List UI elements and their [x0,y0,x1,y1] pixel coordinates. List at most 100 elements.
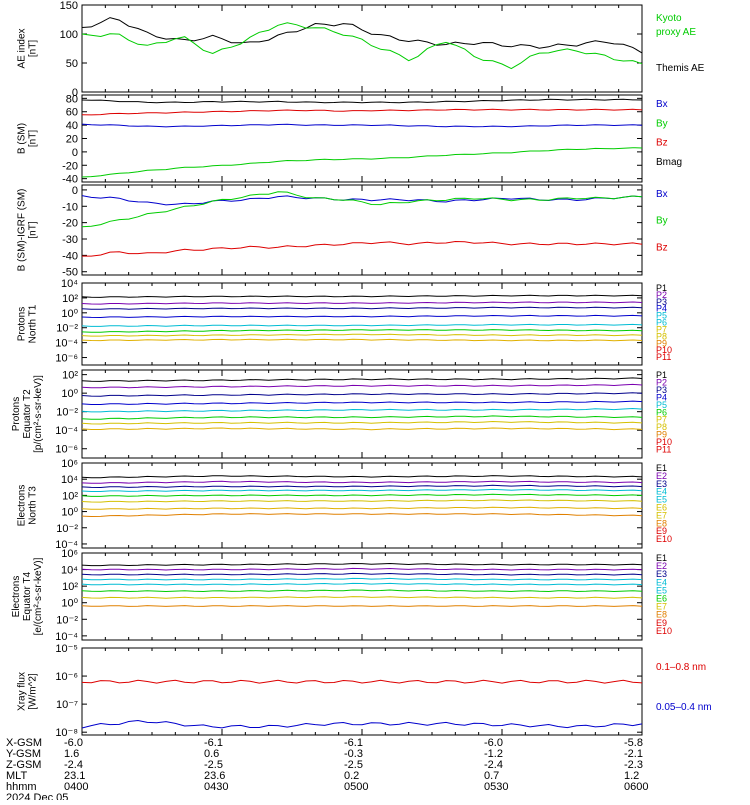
y-tick-label: 10⁻² [56,523,78,535]
y-axis-label: AE index [17,28,28,68]
series-line-Bx [81,123,643,128]
legend-entry: P3 [656,385,667,395]
panel-frame [81,369,643,459]
y-tick-label: 50 [66,58,78,70]
panel-ee: 10⁶ 10⁴ 10² 10⁰ 10⁻² 10⁻⁴ Electrons Equator T4[… [11,548,672,643]
legend-entry: P5 [656,400,667,410]
y-tick-label: 10⁻⁴ [55,338,78,350]
y-tick-label: 40 [66,120,78,132]
y-tick-label: 10⁻⁴ [55,631,78,643]
footer-value: -2.4 [484,759,503,771]
legend-entry: P4 [656,304,667,314]
legend-entry: P1 [656,283,667,293]
series-line-E8 [81,513,643,518]
y-axis-label: Xray flux [17,672,28,711]
legend-entry: P9 [656,430,667,440]
y-tick-label: 0 [72,185,78,197]
series-line-P1 [81,294,643,298]
footer-row-label: hhmm [6,781,37,793]
y-axis-label: [nT] [28,40,39,57]
footer-value: -5.8 [624,737,643,749]
series-line-E7 [81,506,643,510]
y-tick-label: 20 [66,134,78,146]
series-line-E4 [81,488,643,492]
y-tick-label: -20 [62,218,78,230]
y-tick-label: 150 [60,0,78,12]
legend-entry: Bx [656,189,668,200]
series-line-P6 [81,415,643,420]
series-line-E5 [81,493,643,497]
y-tick-label: -40 [62,250,78,262]
y-axis-label: Electrons [17,485,28,527]
y-axis-label: B (SM)-IGRF (SM) [17,189,28,272]
legend-entry: By [656,216,668,227]
y-tick-label: 10⁻² [56,407,78,419]
series-line-P6 [81,329,643,333]
panel-pe: 10² 10⁰ 10⁻² 10⁻⁴ 10⁻⁶ Protons Equator T2 [p/(c… [11,369,672,459]
legend-entry: P3 [656,297,667,307]
series-line-Kyoto-proxy-AE [81,22,643,70]
legend-entry: Bmag [656,157,682,168]
series-line-P8 [81,338,643,342]
footer-value: 0.6 [204,748,219,760]
series-line-E6 [81,589,643,593]
y-tick-label: 10⁴ [61,565,78,577]
footer-value: -0.3 [344,748,363,760]
y-tick-label: 10² [62,370,78,382]
series-line-P4 [81,400,643,405]
legend-entry: E5 [656,495,667,505]
legend-entry: E9 [656,618,667,628]
legend-entry: P6 [656,407,667,417]
footer-value: -1.2 [484,748,503,760]
footer-row-label: MLT [6,770,27,782]
legend-entry: P8 [656,422,667,432]
legend-entry: P9 [656,338,667,348]
footer-value: -2.4 [64,759,83,771]
legend-entry: E3 [656,479,667,489]
series-line-0-05-0-4-nm [81,719,643,729]
series-line-E1 [81,475,643,479]
y-tick-label: 10⁰ [61,388,78,400]
series-line-E2 [81,480,643,484]
legend-entry: E1 [656,553,667,563]
legend-entry: P11 [656,352,671,362]
footer-value: -6.1 [344,737,363,749]
legend-entry: P2 [656,377,667,387]
y-tick-label: 10⁶ [61,458,78,470]
y-tick-label: 10⁴ [61,474,78,486]
y-tick-label: -50 [62,267,78,279]
y-axis-label: [e/(cm²-s-sr-keV)] [33,557,44,635]
legend-entry: E4 [656,487,667,497]
y-axis-label: Electrons [11,576,22,618]
y-tick-label: 10⁻⁴ [55,539,78,551]
legend-entry: E8 [656,610,667,620]
legend-entry: P5 [656,311,667,321]
series-line-P3 [81,306,643,310]
y-axis-label: [nT] [28,221,39,238]
legend-entry: E9 [656,526,667,536]
y-axis-label: Protons [17,307,28,341]
y-axis-label: B (SM) [17,123,28,154]
series-line-E4 [81,577,643,581]
legend-entry: P11 [656,445,671,455]
series-line-Bz [81,108,643,116]
y-tick-label: 10⁻² [56,614,78,626]
footer-date: 2024 Dec 05 [6,792,68,800]
y-tick-label: 100 [60,29,78,41]
footer-value: -6.0 [64,737,83,749]
y-tick-label: -40 [62,174,78,186]
y-tick-label: -10 [62,201,78,213]
legend-entry: P10 [656,437,672,447]
footer-row-label: Y-GSM [6,748,41,760]
y-tick-label: 10⁻⁶ [55,444,78,456]
series-line-P7 [81,420,643,425]
legend-entry: P6 [656,318,667,328]
footer-value: 1.2 [624,770,639,782]
panel-ae: 150 100 50 0 AE index [nT] Kyoto proxy AE Themis… [17,0,705,99]
legend-entry: P7 [656,415,667,425]
footer-value: 0530 [484,781,508,793]
footer-value: 0.7 [484,770,499,782]
y-tick-label: 10⁻⁷ [56,699,78,711]
